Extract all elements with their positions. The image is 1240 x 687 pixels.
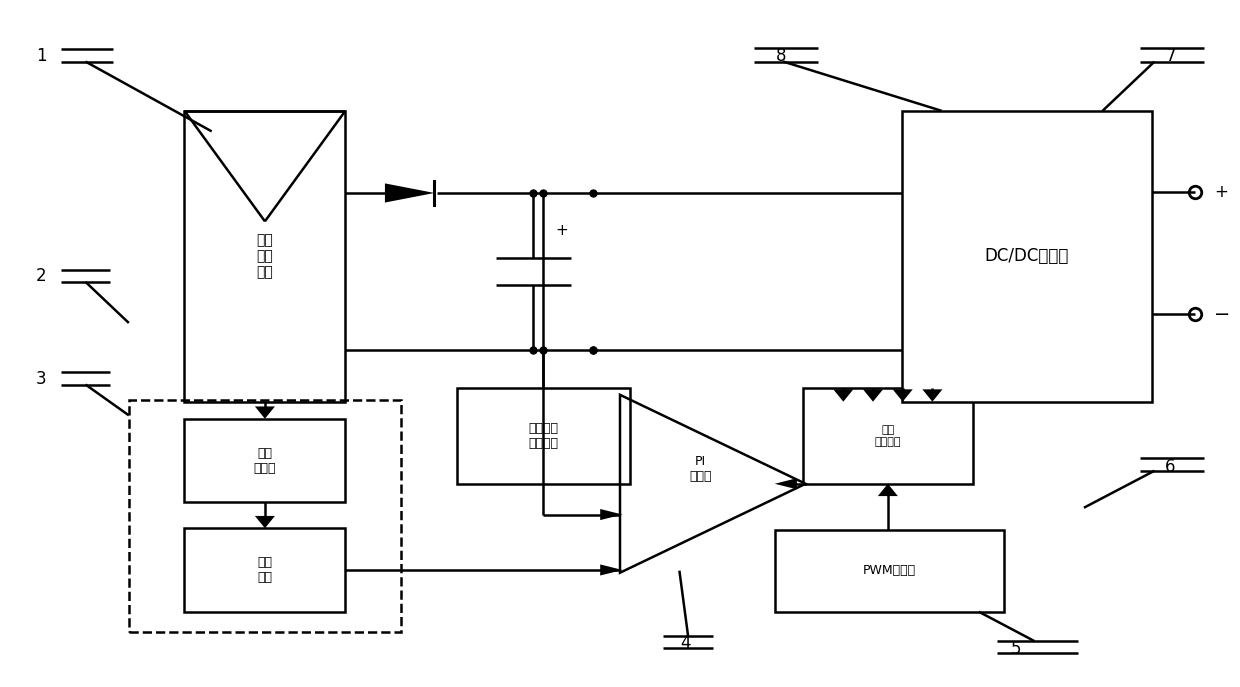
Text: PWM控制器: PWM控制器 <box>863 564 915 577</box>
Text: PI
调节器: PI 调节器 <box>689 455 712 483</box>
Polygon shape <box>878 484 898 496</box>
Text: +: + <box>556 223 568 238</box>
Polygon shape <box>255 407 275 419</box>
Text: +: + <box>1214 183 1228 201</box>
Text: 光伏
电池
阵列: 光伏 电池 阵列 <box>257 233 273 280</box>
Text: 8: 8 <box>775 47 786 65</box>
Text: 温度
传感器: 温度 传感器 <box>254 447 277 475</box>
FancyBboxPatch shape <box>456 388 630 484</box>
Text: DC/DC变换器: DC/DC变换器 <box>985 247 1069 265</box>
FancyBboxPatch shape <box>185 111 345 402</box>
Text: 隔离
驱动电路: 隔离 驱动电路 <box>874 425 901 447</box>
Text: 光伏电压
检测电路: 光伏电压 检测电路 <box>528 422 558 450</box>
Text: 3: 3 <box>36 370 46 388</box>
Polygon shape <box>775 478 797 489</box>
Text: 运算
电路: 运算 电路 <box>258 556 273 584</box>
Text: 1: 1 <box>36 47 46 65</box>
Text: 4: 4 <box>681 634 691 652</box>
Text: 6: 6 <box>1166 458 1176 475</box>
Text: −: − <box>1214 305 1230 324</box>
FancyBboxPatch shape <box>185 528 345 611</box>
Polygon shape <box>923 390 942 402</box>
FancyBboxPatch shape <box>804 388 972 484</box>
Polygon shape <box>863 390 883 402</box>
FancyBboxPatch shape <box>185 419 345 502</box>
FancyBboxPatch shape <box>901 111 1152 402</box>
Text: 7: 7 <box>1166 47 1176 65</box>
FancyBboxPatch shape <box>775 530 1003 611</box>
Polygon shape <box>384 183 434 203</box>
Polygon shape <box>833 390 853 402</box>
Polygon shape <box>893 390 913 402</box>
Text: 5: 5 <box>1011 640 1022 658</box>
Polygon shape <box>600 565 622 576</box>
Polygon shape <box>255 516 275 528</box>
Text: 2: 2 <box>36 267 46 285</box>
Polygon shape <box>600 509 622 520</box>
